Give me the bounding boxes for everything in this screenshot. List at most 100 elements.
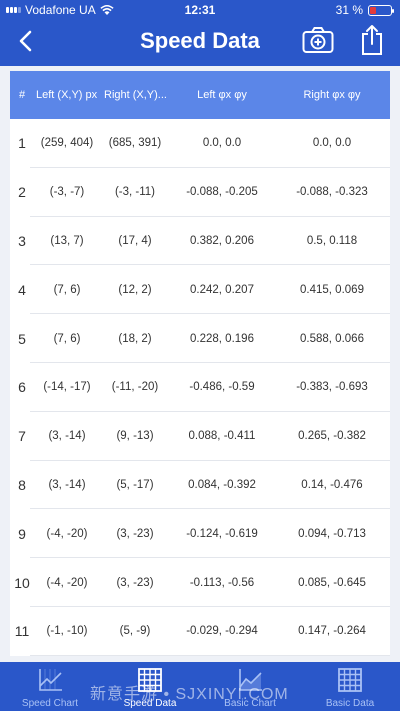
grid-table-icon (338, 668, 362, 692)
navigation-bar: Speed Data (0, 20, 400, 66)
left-phi-cell: -0.029, -0.294 (186, 625, 258, 638)
row-index: 4 (18, 281, 26, 298)
tab-bar: Speed Chart Speed Data Basic Chart Basic… (0, 662, 400, 711)
right-px-cell: (9, -13) (116, 430, 154, 443)
left-px-cell: (7, 6) (53, 283, 81, 296)
tab-label: Speed Chart (21, 698, 79, 709)
table-row[interactable]: 2 (-3, -7) (-3, -11) -0.088, -0.205 -0.088, … (10, 168, 390, 217)
watermark: 新意手游 • SJXINYI.COM (90, 686, 289, 703)
row-index: 9 (18, 525, 26, 542)
header-left-phi: Left φx φy (197, 89, 247, 101)
right-phi-cell: -0.088, -0.323 (296, 186, 368, 199)
header-right-phi: Right φx φy (303, 89, 361, 101)
right-px-cell: (3, -23) (116, 576, 154, 589)
area-chart-icon (239, 669, 262, 691)
wifi-icon (100, 4, 114, 15)
header-right-px: Right (X,Y)... (104, 89, 167, 101)
left-phi-cell: 0.228, 0.196 (190, 332, 254, 345)
left-px-cell: (-1, -10) (46, 625, 88, 638)
left-phi-cell: 0.242, 0.207 (190, 283, 254, 296)
left-phi-cell: 0.084, -0.392 (188, 478, 256, 491)
header-index: # (18, 89, 26, 101)
camera-add-icon[interactable] (302, 26, 334, 54)
right-phi-cell: 0.094, -0.713 (298, 527, 366, 540)
carrier-group: Vodafone UA (6, 3, 114, 17)
table-row[interactable]: 3 (13, 7) (17, 4) 0.382, 0.206 0.5, 0.118 (10, 217, 390, 266)
row-index: 10 (14, 574, 30, 591)
table-row[interactable]: 9 (-4, -20) (3, -23) -0.124, -0.619 0.094, -… (10, 509, 390, 558)
left-px-cell: (-4, -20) (46, 576, 88, 589)
back-chevron-icon[interactable] (14, 26, 38, 56)
right-px-cell: (17, 4) (118, 234, 152, 247)
content-area[interactable]: # Left (X,Y) px Right (X,Y)... Left φx φ… (0, 66, 400, 662)
left-phi-cell: 0.0, 0.0 (202, 137, 242, 150)
speed-data-table: # Left (X,Y) px Right (X,Y)... Left φx φ… (10, 71, 390, 656)
right-phi-cell: 0.265, -0.382 (298, 430, 366, 443)
row-index: 8 (18, 476, 26, 493)
table-row[interactable]: 4 (7, 6) (12, 2) 0.242, 0.207 0.415, 0.069 (10, 265, 390, 314)
right-phi-cell: 0.0, 0.0 (312, 137, 352, 150)
tab-label: Basic Chart (224, 698, 276, 709)
tab-label: Speed Data (123, 698, 177, 709)
right-px-cell: (5, -17) (116, 478, 154, 491)
table-header: # Left (X,Y) px Right (X,Y)... Left φx φ… (10, 71, 390, 119)
table-row[interactable]: 8 (3, -14) (5, -17) 0.084, -0.392 0.14, -0.4… (10, 461, 390, 510)
left-px-cell: (-14, -17) (43, 381, 91, 394)
row-index: 3 (18, 232, 26, 249)
tab-basic-chart[interactable]: Basic Chart (200, 662, 300, 711)
table-row[interactable]: 6 (-14, -17) (-11, -20) -0.486, -0.59 -0.383… (10, 363, 390, 412)
clock: 12:31 (184, 3, 216, 17)
row-index: 5 (18, 330, 26, 347)
left-px-cell: (13, 7) (50, 234, 84, 247)
left-px-cell: (3, -14) (48, 478, 86, 491)
table-row[interactable]: 1 (259, 404) (685, 391) 0.0, 0.0 0.0, 0.0 (10, 119, 390, 168)
tab-speed-chart[interactable]: Speed Chart (0, 662, 100, 711)
page-title: Speed Data (140, 28, 260, 53)
right-px-cell: (5, -9) (119, 625, 151, 638)
battery-fill (370, 6, 377, 14)
right-phi-cell: 0.588, 0.066 (300, 332, 364, 345)
left-phi-cell: -0.486, -0.59 (189, 381, 255, 394)
right-phi-cell: 0.415, 0.069 (300, 283, 364, 296)
status-bar: Vodafone UA 12:31 31 % (0, 0, 400, 20)
left-px-cell: (-3, -7) (49, 186, 85, 199)
table-row[interactable]: 7 (3, -14) (9, -13) 0.088, -0.411 0.265, -0.… (10, 412, 390, 461)
left-phi-cell: 0.382, 0.206 (190, 234, 254, 247)
tab-basic-data[interactable]: Basic Data (300, 662, 400, 711)
left-phi-cell: 0.088, -0.411 (188, 430, 256, 443)
right-px-cell: (-3, -11) (114, 186, 156, 199)
line-chart-icon (39, 669, 62, 691)
right-px-cell: (685, 391) (108, 137, 162, 150)
tab-speed-data[interactable]: Speed Data (100, 662, 200, 711)
right-phi-cell: 0.5, 0.118 (306, 234, 358, 247)
row-index: 6 (18, 379, 26, 396)
battery-icon (368, 4, 394, 16)
right-phi-cell: 0.147, -0.264 (298, 625, 366, 638)
signal-icon (6, 7, 21, 13)
grid-table-icon (138, 668, 162, 692)
header-left-px: Left (X,Y) px (36, 89, 98, 101)
right-phi-cell: 0.085, -0.645 (298, 576, 366, 589)
left-phi-cell: -0.124, -0.619 (186, 527, 258, 540)
left-px-cell: (259, 404) (40, 137, 94, 150)
right-phi-cell: -0.383, -0.693 (296, 381, 368, 394)
right-phi-cell: 0.14, -0.476 (301, 478, 363, 491)
left-px-cell: (3, -14) (48, 430, 86, 443)
row-index: 1 (18, 135, 26, 152)
row-index: 2 (18, 184, 26, 201)
table-row[interactable]: 5 (7, 6) (18, 2) 0.228, 0.196 0.588, 0.066 (10, 314, 390, 363)
row-index: 7 (18, 428, 26, 445)
table-row[interactable]: 10 (-4, -20) (3, -23) -0.113, -0.56 0.085, -… (10, 558, 390, 607)
tab-label: Basic Data (325, 698, 375, 709)
battery-group: 31 % (336, 3, 394, 17)
right-px-cell: (-11, -20) (111, 381, 159, 394)
left-phi-cell: -0.113, -0.56 (189, 576, 255, 589)
left-phi-cell: -0.088, -0.205 (186, 186, 258, 199)
right-px-cell: (12, 2) (118, 283, 152, 296)
row-index: 11 (14, 623, 30, 640)
table-row[interactable]: 11 (-1, -10) (5, -9) -0.029, -0.294 0.147, -… (10, 607, 390, 656)
table-body: 1 (259, 404) (685, 391) 0.0, 0.0 0.0, 0.0 2 (-… (10, 119, 390, 656)
right-px-cell: (3, -23) (116, 527, 154, 540)
left-px-cell: (-4, -20) (46, 527, 88, 540)
share-icon[interactable] (360, 24, 384, 56)
